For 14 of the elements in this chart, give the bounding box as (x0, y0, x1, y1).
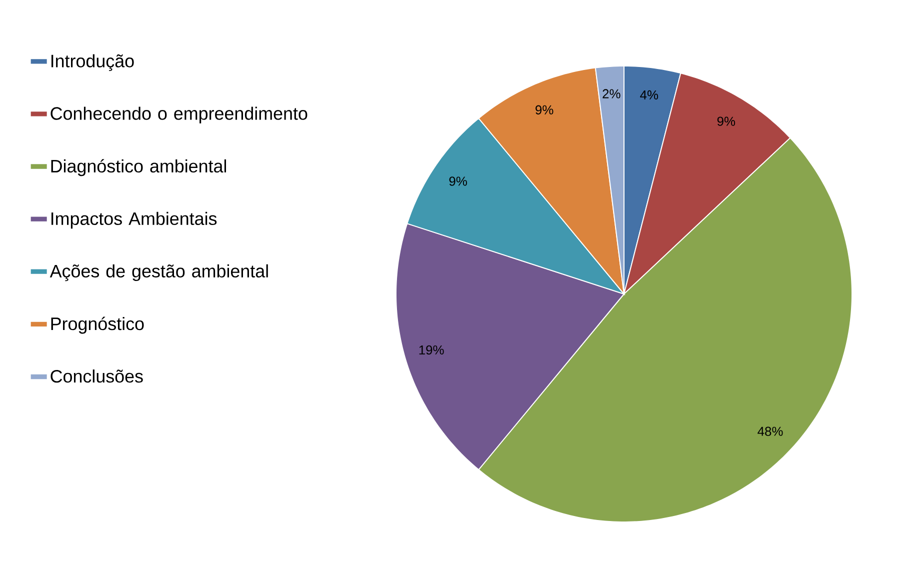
legend-label: Introdução (51, 54, 134, 72)
data-label: 9% (536, 105, 554, 114)
legend-label: Prognóstico (51, 316, 144, 334)
legend-label: Conhecendo o empreendimento (50, 106, 308, 124)
legend-label: Ações de gestão ambiental (50, 264, 268, 282)
data-label: 4% (640, 90, 658, 100)
legend-label: Conclusões (50, 369, 143, 383)
legend-label: Impactos Ambientais (51, 212, 217, 229)
data-label: 9% (717, 116, 736, 126)
data-label: 2% (602, 89, 620, 98)
data-label: 48% (758, 426, 783, 436)
legend-label: Diagnóstico ambiental (51, 159, 226, 176)
data-label: 19% (419, 345, 444, 355)
data-label: 9% (449, 176, 467, 186)
